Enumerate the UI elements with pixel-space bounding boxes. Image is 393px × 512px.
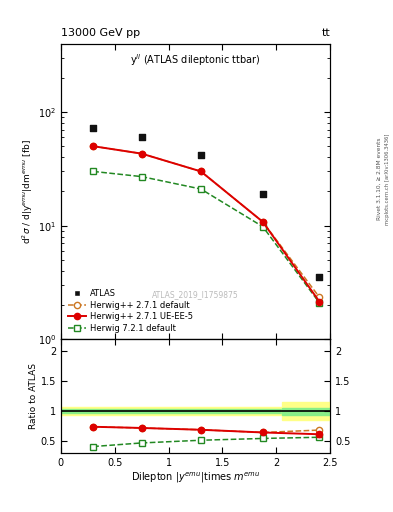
Bar bbox=[282, 402, 330, 420]
Legend: ATLAS, Herwig++ 2.7.1 default, Herwig++ 2.7.1 UE-EE-5, Herwig 7.2.1 default: ATLAS, Herwig++ 2.7.1 default, Herwig++ … bbox=[64, 286, 196, 336]
X-axis label: Dilepton $|y^{emu}|$times $m^{emu}$: Dilepton $|y^{emu}|$times $m^{emu}$ bbox=[131, 471, 260, 485]
Bar bbox=[61, 408, 330, 415]
Text: mcplots.cern.ch [arXiv:1306.3436]: mcplots.cern.ch [arXiv:1306.3436] bbox=[385, 134, 389, 225]
Text: Rivet 3.1.10, ≥ 2.8M events: Rivet 3.1.10, ≥ 2.8M events bbox=[377, 138, 382, 221]
Text: ATLAS_2019_I1759875: ATLAS_2019_I1759875 bbox=[152, 290, 239, 300]
Bar bbox=[282, 408, 330, 415]
Point bbox=[316, 273, 323, 282]
Point bbox=[198, 151, 204, 159]
Point bbox=[260, 190, 266, 198]
Text: y$^{ll}$ (ATLAS dileptonic ttbar): y$^{ll}$ (ATLAS dileptonic ttbar) bbox=[130, 52, 261, 68]
Point bbox=[90, 124, 96, 132]
Text: 13000 GeV pp: 13000 GeV pp bbox=[61, 28, 140, 38]
Point bbox=[139, 133, 145, 141]
Bar bbox=[61, 410, 330, 413]
Y-axis label: d$^2\sigma$ / d|y$^{emu}$|dm$^{emu}$ [fb]: d$^2\sigma$ / d|y$^{emu}$|dm$^{emu}$ [fb… bbox=[20, 139, 35, 244]
Y-axis label: Ratio to ATLAS: Ratio to ATLAS bbox=[29, 363, 38, 429]
Text: tt: tt bbox=[321, 28, 330, 38]
